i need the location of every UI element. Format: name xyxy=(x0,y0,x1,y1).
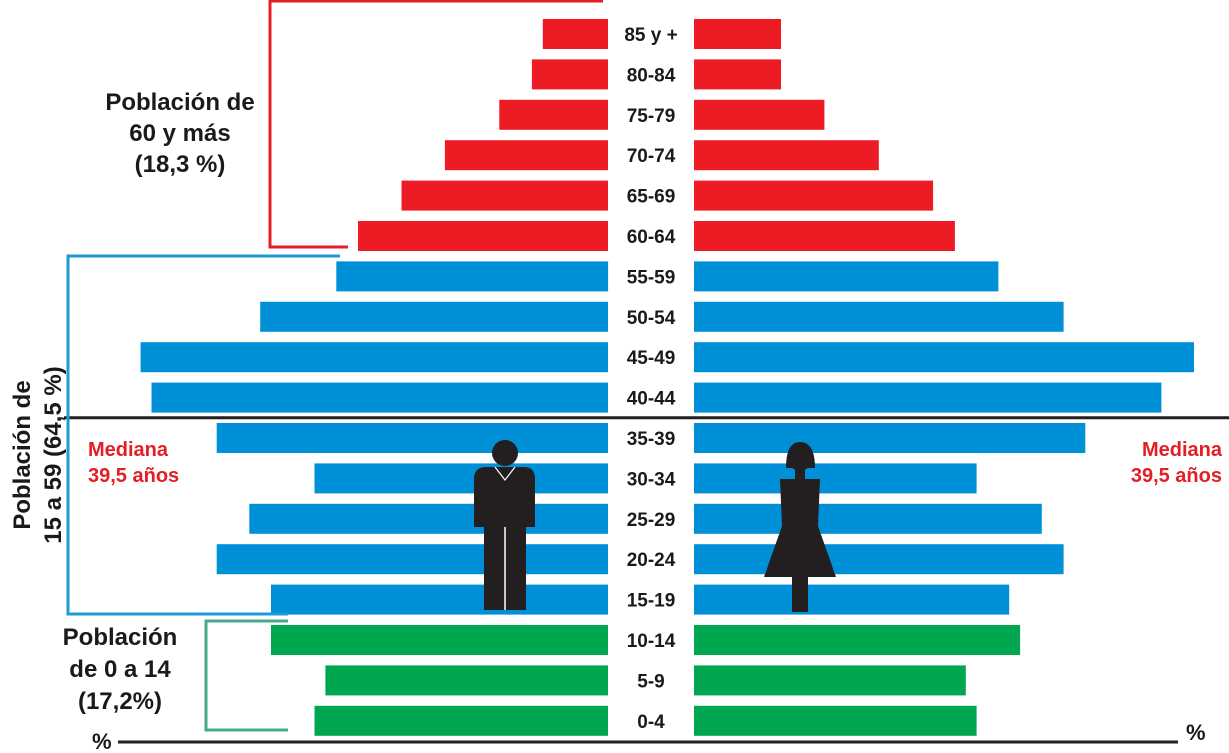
age-labels-layer: 85 y + 80-84 75-79 70-74 65-69 60-64 55-59 50-5… xyxy=(624,25,677,733)
bracket-group-1 xyxy=(268,0,603,249)
bar-left-75-79 xyxy=(499,99,608,130)
group-label-60-plus-line-3: (18,3 %) xyxy=(135,151,226,178)
bar-right-45-49 xyxy=(694,342,1194,373)
group-label-15-59-line-2: 15 a 59 (64,5 %) xyxy=(40,366,67,543)
bar-right-0-4 xyxy=(694,705,977,736)
age-label-75-79: 75-79 xyxy=(627,106,676,127)
group-label-0-14-line-2: de 0 a 14 xyxy=(69,656,171,683)
bar-right-60-64 xyxy=(694,221,955,251)
bar-left-60-64 xyxy=(358,221,608,251)
bar-right-65-69 xyxy=(694,180,934,211)
age-label-80-84: 80-84 xyxy=(627,65,676,86)
bar-left-55-59 xyxy=(336,261,609,292)
age-label-45-49: 45-49 xyxy=(627,348,676,369)
bar-left-15-19 xyxy=(271,584,608,615)
bar-right-70-74 xyxy=(694,140,879,171)
bar-left-45-49 xyxy=(140,342,608,373)
age-label-55-59: 55-59 xyxy=(627,267,676,288)
age-label-25-29: 25-29 xyxy=(627,510,676,531)
age-label-50-54: 50-54 xyxy=(627,308,676,329)
bar-left-35-39 xyxy=(216,423,608,453)
bar-left-25-29 xyxy=(249,503,609,534)
bar-left-0-4 xyxy=(314,705,608,736)
bar-left-50-54 xyxy=(260,301,608,332)
median-label-right-1: Mediana xyxy=(1142,439,1223,461)
bar-right-20-24 xyxy=(694,544,1064,575)
figures-layer xyxy=(474,440,836,612)
labels-layer: Mediana 39,5 años Mediana 39,5 años Població… xyxy=(9,89,1223,753)
age-label-85-y: 85 y + xyxy=(624,25,677,46)
bar-right-80-84 xyxy=(694,59,781,90)
bracket-group-2 xyxy=(66,254,340,616)
median-label-left-1: Mediana xyxy=(88,439,169,461)
group-label-0-14-line-1: Población xyxy=(63,624,178,651)
bar-right-25-29 xyxy=(694,503,1042,534)
age-label-70-74: 70-74 xyxy=(627,146,676,167)
age-label-0-4: 0-4 xyxy=(637,712,665,733)
bar-left-30-34 xyxy=(314,463,608,494)
bar-left-80-84 xyxy=(531,59,608,90)
bar-right-10-14 xyxy=(694,625,1021,655)
bar-left-65-69 xyxy=(401,180,608,211)
age-label-15-19: 15-19 xyxy=(627,591,676,612)
age-label-20-24: 20-24 xyxy=(627,550,676,571)
bar-left-40-44 xyxy=(151,382,608,413)
median-label-left-2: 39,5 años xyxy=(88,465,179,487)
brackets-layer xyxy=(64,0,1229,744)
age-label-35-39: 35-39 xyxy=(627,429,676,450)
bar-left-5-9 xyxy=(325,665,608,696)
group-label-0-14-line-3: (17,2%) xyxy=(78,688,162,715)
group-label-60-plus-line-1: Población de xyxy=(105,89,254,116)
group-label-60-plus-line-2: 60 y más xyxy=(129,120,230,147)
woman-silhouette-icon xyxy=(764,442,836,612)
bar-right-40-44 xyxy=(694,382,1162,413)
bar-right-75-79 xyxy=(694,99,825,130)
bar-right-35-39 xyxy=(694,423,1086,453)
age-label-10-14: 10-14 xyxy=(627,631,676,652)
bar-right-15-19 xyxy=(694,584,1010,615)
bar-right-55-59 xyxy=(694,261,999,292)
bar-left-85-y xyxy=(542,19,608,49)
bars-layer xyxy=(140,19,1194,736)
age-label-60-64: 60-64 xyxy=(627,227,676,248)
bar-left-70-74 xyxy=(444,140,608,171)
age-label-5-9: 5-9 xyxy=(637,671,664,692)
bracket-group-3 xyxy=(204,619,288,732)
age-label-40-44: 40-44 xyxy=(627,389,676,410)
x-axis-label-left: % xyxy=(92,729,112,753)
age-label-65-69: 65-69 xyxy=(627,187,676,208)
x-axis-label-right: % xyxy=(1186,720,1206,745)
group-label-15-59-line-1: Población de xyxy=(9,380,36,529)
man-silhouette-icon xyxy=(474,440,535,610)
bar-right-85-y xyxy=(694,19,781,49)
median-label-right-2: 39,5 años xyxy=(1131,465,1222,487)
bar-right-5-9 xyxy=(694,665,966,696)
bar-left-10-14 xyxy=(271,625,608,655)
bar-right-50-54 xyxy=(694,301,1064,332)
bar-right-30-34 xyxy=(694,463,977,494)
bar-left-20-24 xyxy=(216,544,608,575)
age-label-30-34: 30-34 xyxy=(627,469,676,490)
